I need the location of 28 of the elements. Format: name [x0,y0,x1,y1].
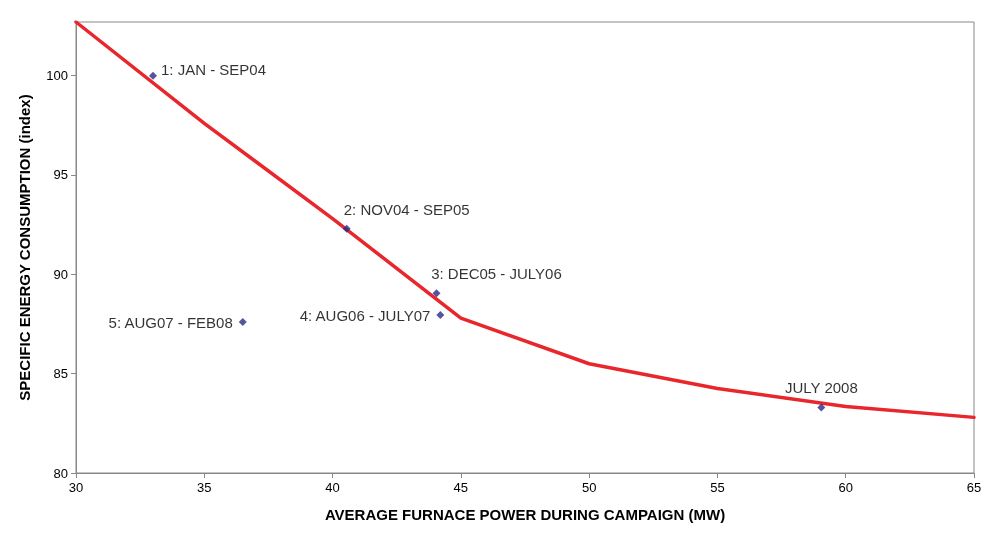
line-series [74,20,976,420]
y-tick-label: 95 [53,167,68,183]
y-tick-label: 90 [53,266,68,282]
y-axis-title: SPECIFIC ENERGY CONSUMPTION (index) [16,94,33,401]
x-tick-label: 45 [453,480,469,495]
x-axis-title: AVERAGE FURNACE POWER DURING CAMPAIGN (MW) [324,506,726,523]
y-tick-label: 85 [53,366,68,382]
x-tick-label: 60 [838,480,853,495]
point [436,311,445,320]
annotation: 2: NOV04 - SEP05 [343,200,470,218]
x-tick-label: 55 [710,480,725,495]
annotation: 1: JAN - SEP04 [160,61,267,79]
point [148,71,157,80]
y-tick-label: 80 [53,465,68,481]
y-tick-label: 100 [46,68,68,84]
annotation: 4: AUG06 - JULY07 [299,306,431,324]
annotation: 5: AUG07 - FEB08 [108,313,233,331]
x-tick-label: 30 [68,480,84,495]
point [342,224,351,233]
x-tick-label: 65 [966,480,982,495]
point [817,403,826,412]
x-tick-label: 35 [197,480,212,495]
x-tick-label: 50 [581,480,597,495]
point [432,289,441,298]
x-tick-label: 40 [325,480,340,495]
point [238,318,247,326]
annotation: JULY 2008 [784,379,858,397]
annotation: 3: DEC05 - JULY06 [431,265,562,283]
